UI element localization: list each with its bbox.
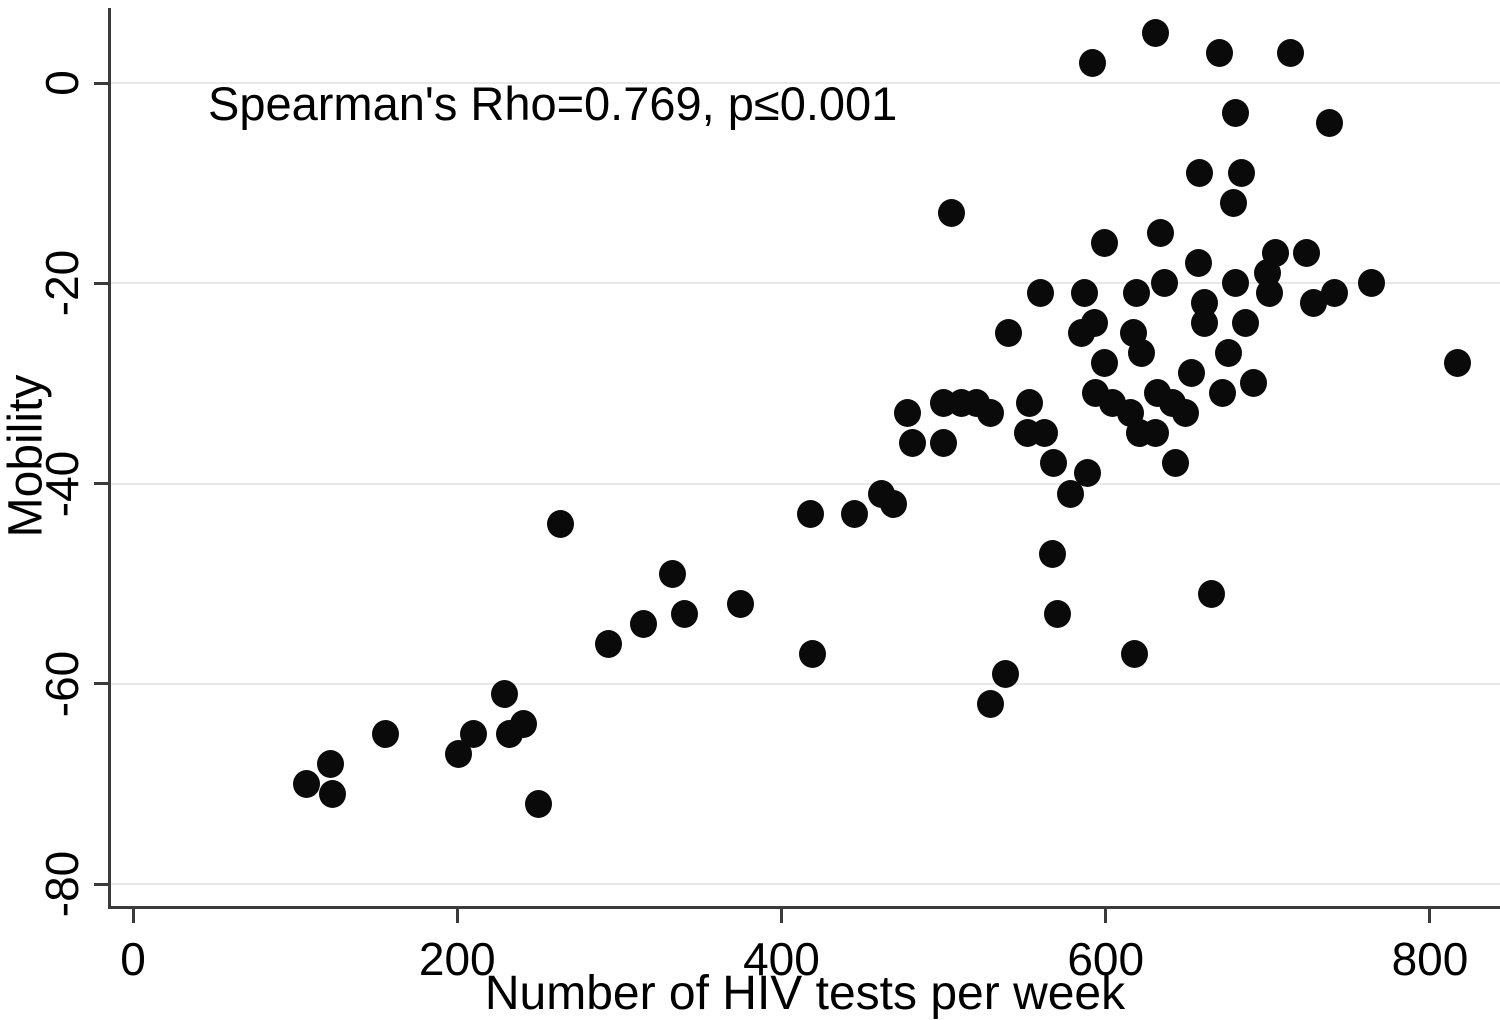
scatter-point xyxy=(1358,269,1386,298)
scatter-point xyxy=(1127,339,1155,368)
scatter-point xyxy=(1208,379,1236,408)
x-tick-label-800: 800 xyxy=(1391,933,1469,985)
scatter-point xyxy=(1221,99,1249,128)
scatter-point xyxy=(1221,269,1249,298)
scatter-point xyxy=(490,679,518,708)
scatter-point xyxy=(977,399,1005,428)
gridline-y--40 xyxy=(111,482,1500,485)
scatter-point xyxy=(798,639,826,668)
y-tick-label--80: -80 xyxy=(36,850,88,918)
y-tick--40 xyxy=(94,482,108,485)
scatter-point xyxy=(1142,18,1170,47)
scatter-point xyxy=(938,199,966,228)
scatter-point xyxy=(1030,419,1058,448)
scatter-point xyxy=(670,599,698,628)
scatter-point xyxy=(930,429,958,458)
scatter-point xyxy=(1121,639,1149,668)
gridline-y-0 xyxy=(111,82,1500,84)
scatter-point xyxy=(1142,419,1170,448)
scatter-point xyxy=(727,589,755,618)
scatter-point xyxy=(994,319,1022,348)
scatter-point xyxy=(1147,219,1175,248)
y-tick-0 xyxy=(94,81,108,85)
y-tick--80 xyxy=(94,882,108,886)
y-axis-line xyxy=(108,8,111,909)
scatter-point xyxy=(1293,239,1321,268)
scatter-point xyxy=(1197,579,1225,608)
scatter-point xyxy=(1090,349,1118,378)
scatter-point xyxy=(1277,38,1305,67)
scatter-point xyxy=(1231,309,1259,338)
y-tick-label--60: -60 xyxy=(36,650,88,717)
scatter-point xyxy=(1016,389,1044,418)
scatter-point xyxy=(1262,239,1290,268)
scatter-point xyxy=(899,429,927,458)
scatter-point xyxy=(510,709,538,738)
y-tick-label-0: 0 xyxy=(36,70,88,96)
x-tick-800 xyxy=(1428,909,1432,923)
scatter-point xyxy=(1184,249,1212,278)
scatter-point xyxy=(1255,279,1283,308)
scatter-point xyxy=(1320,279,1348,308)
x-tick-label-200: 200 xyxy=(418,933,496,985)
gridline-y--60 xyxy=(111,682,1500,685)
scatter-point xyxy=(292,769,320,798)
scatter-point xyxy=(1186,159,1214,188)
x-tick-label-400: 400 xyxy=(743,933,820,985)
scatter-point xyxy=(1161,449,1189,478)
scatter-point xyxy=(1444,349,1472,378)
scatter-point xyxy=(1191,309,1219,338)
x-tick-label-600: 600 xyxy=(1067,933,1145,985)
scatter-point xyxy=(1090,229,1118,258)
scatter-point xyxy=(1220,189,1248,218)
x-axis-line xyxy=(108,906,1500,909)
x-axis-title: Number of HIV tests per week xyxy=(484,967,1126,1020)
scatter-point xyxy=(1074,459,1102,488)
scatter-point xyxy=(659,559,687,588)
scatter-point xyxy=(1178,359,1206,388)
scatter-point xyxy=(1315,109,1343,138)
scatter-point xyxy=(317,749,345,778)
scatter-point xyxy=(630,609,658,638)
scatter-point xyxy=(318,779,346,808)
scatter-point xyxy=(1123,279,1151,308)
gridline-y--80 xyxy=(111,883,1500,885)
scatter-point xyxy=(1080,309,1108,338)
scatter-point xyxy=(1071,279,1099,308)
scatter-point xyxy=(797,499,825,528)
y-tick-label--20: -20 xyxy=(36,250,88,317)
scatter-point xyxy=(524,789,552,818)
scatter-point xyxy=(372,719,400,748)
x-tick-0 xyxy=(131,909,135,923)
scatter-point xyxy=(1228,159,1256,188)
y-tick--60 xyxy=(94,682,108,686)
scatter-point xyxy=(1205,38,1233,67)
scatter-point xyxy=(1043,599,1071,628)
scatter-point xyxy=(1239,369,1267,398)
scatter-point xyxy=(1150,269,1178,298)
scatter-point xyxy=(594,629,622,658)
y-axis-title: Mobility xyxy=(0,374,53,538)
y-tick--20 xyxy=(94,281,108,285)
scatter-point xyxy=(547,509,575,538)
scatter-point xyxy=(840,499,868,528)
scatter-point xyxy=(991,659,1019,688)
scatter-point xyxy=(1079,48,1107,77)
scatter-point xyxy=(459,719,487,748)
scatter-point xyxy=(1215,339,1243,368)
scatter-point xyxy=(1040,449,1068,478)
scatter-point xyxy=(1027,279,1055,308)
x-tick-600 xyxy=(1104,909,1108,923)
scatter-point xyxy=(1171,399,1199,428)
scatter-point xyxy=(1038,539,1066,568)
gridline-y--20 xyxy=(111,282,1500,285)
x-tick-label-0: 0 xyxy=(120,933,146,985)
correlation-annotation: Spearman's Rho=0.769, p≤0.001 xyxy=(208,77,898,130)
scatter-point xyxy=(894,399,922,428)
scatter-point xyxy=(879,489,907,518)
x-tick-200 xyxy=(455,909,459,923)
scatter-point xyxy=(977,689,1005,718)
x-tick-400 xyxy=(779,909,783,923)
